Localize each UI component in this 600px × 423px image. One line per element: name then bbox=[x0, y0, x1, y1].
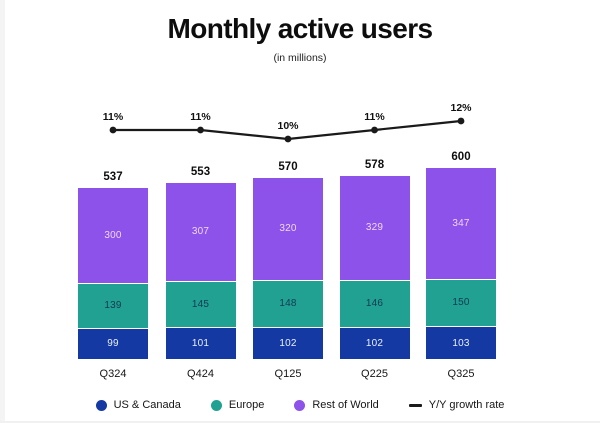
legend-label: Europe bbox=[228, 399, 265, 411]
segment-value: 103 bbox=[452, 337, 470, 349]
segment-europe: 148 bbox=[253, 279, 323, 327]
legend-item-europe: Europe bbox=[210, 399, 265, 411]
bar-total-label: 600 bbox=[451, 151, 471, 164]
growth-rate-label: 12% bbox=[450, 102, 472, 114]
legend: US & Canada Europe Rest of World Y/Y growth… bbox=[0, 399, 600, 411]
segment-value: 102 bbox=[365, 337, 384, 349]
segment-value: 307 bbox=[191, 226, 210, 238]
segment-us-canada: 101 bbox=[165, 326, 236, 359]
growth-rate-label: 10% bbox=[277, 120, 299, 132]
page-edge-left bbox=[0, 0, 5, 423]
bar-q324: 99 139 300 bbox=[78, 187, 148, 359]
x-axis-label: Q125 bbox=[274, 368, 302, 380]
segment-us-canada: 102 bbox=[253, 326, 323, 359]
segment-value: 300 bbox=[104, 230, 122, 242]
x-axis-label: Q225 bbox=[361, 368, 388, 380]
bar-q325: 103 150 347 bbox=[426, 168, 496, 359]
segment-value: 102 bbox=[279, 337, 297, 349]
segment-value: 150 bbox=[452, 297, 470, 309]
segment-value: 146 bbox=[365, 298, 384, 310]
growth-rate-label: 11% bbox=[102, 111, 124, 123]
legend-item-us-canada: US & Canada bbox=[95, 399, 181, 411]
x-axis-label: Q424 bbox=[187, 368, 214, 380]
legend-dash-icon bbox=[408, 403, 422, 407]
legend-dot-icon bbox=[294, 399, 306, 411]
segment-rest-of-world: 300 bbox=[78, 187, 148, 284]
legend-dot-icon bbox=[210, 399, 222, 411]
bar-q424: 101 145 307 bbox=[165, 183, 236, 359]
legend-label: Rest of World bbox=[312, 399, 379, 411]
legend-label: Y/Y growth rate bbox=[428, 399, 505, 411]
segment-europe: 145 bbox=[165, 280, 236, 327]
segment-europe: 139 bbox=[78, 283, 148, 328]
segment-europe: 146 bbox=[339, 280, 410, 327]
segment-value: 101 bbox=[191, 337, 210, 349]
page-edge-bottom bbox=[0, 421, 600, 423]
segment-europe: 150 bbox=[426, 278, 496, 327]
growth-rate-label: 11% bbox=[364, 111, 385, 123]
segment-rest-of-world: 347 bbox=[426, 168, 496, 279]
legend-label: US & Canada bbox=[113, 399, 181, 411]
bar-total-label: 578 bbox=[364, 158, 385, 171]
segment-value: 139 bbox=[104, 300, 122, 312]
segment-rest-of-world: 307 bbox=[165, 183, 236, 281]
legend-dot-icon bbox=[95, 399, 107, 411]
segment-value: 347 bbox=[452, 217, 470, 229]
x-axis-label: Q325 bbox=[447, 368, 475, 380]
segment-us-canada: 99 bbox=[78, 327, 148, 359]
bar-q125: 102 148 320 bbox=[253, 177, 323, 359]
segment-rest-of-world: 320 bbox=[253, 177, 323, 280]
legend-item-y-y-growth-rate: Y/Y growth rate bbox=[408, 399, 505, 411]
bar-total-label: 570 bbox=[278, 160, 298, 173]
segment-value: 145 bbox=[191, 298, 210, 310]
chart-title: Monthly active users bbox=[167, 13, 434, 44]
x-axis-label: Q324 bbox=[99, 368, 127, 380]
segment-value: 329 bbox=[365, 222, 384, 234]
growth-rate-label: 11% bbox=[190, 111, 211, 123]
bar-total-label: 553 bbox=[190, 166, 211, 179]
segment-us-canada: 102 bbox=[339, 326, 410, 359]
segment-rest-of-world: 329 bbox=[339, 175, 410, 281]
segment-us-canada: 103 bbox=[426, 326, 496, 359]
segment-value: 320 bbox=[279, 223, 297, 235]
bar-q225: 102 146 329 bbox=[339, 175, 410, 359]
bar-total-label: 537 bbox=[103, 170, 123, 183]
legend-item-rest-of-world: Rest of World bbox=[294, 399, 379, 411]
segment-value: 99 bbox=[107, 338, 119, 350]
chart-subtitle: (in millions) bbox=[273, 52, 327, 64]
segment-value: 148 bbox=[279, 298, 297, 310]
